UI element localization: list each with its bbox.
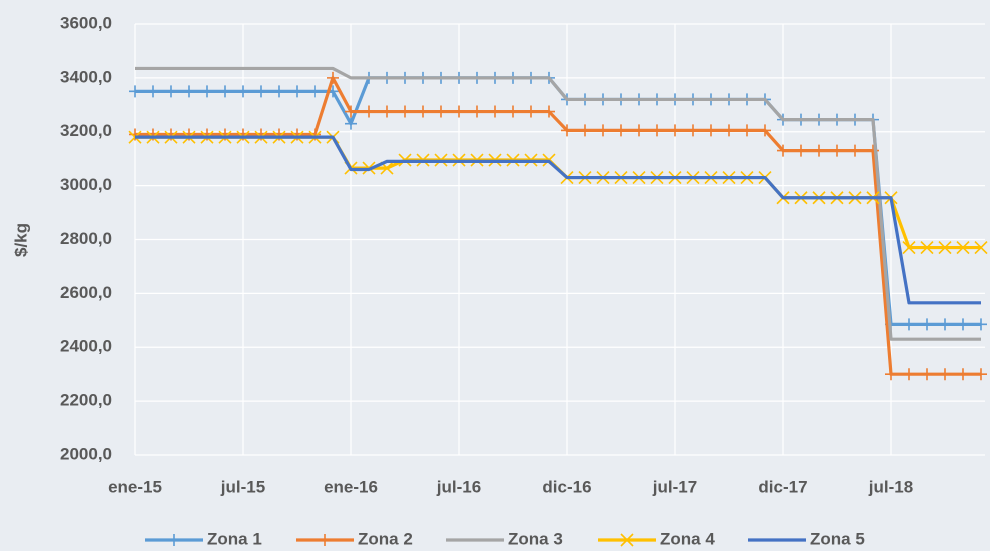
- marker: [885, 368, 897, 381]
- x-tick-label: ene-15: [108, 477, 162, 496]
- marker: [705, 124, 717, 137]
- marker: [813, 144, 825, 157]
- y-axis-label: $/kg: [11, 223, 30, 257]
- series-line: [135, 135, 981, 305]
- y-tick-label: 3000,0: [60, 175, 112, 194]
- marker: [453, 105, 465, 118]
- x-tick-label: dic-17: [758, 477, 807, 496]
- marker: [921, 368, 933, 381]
- marker: [849, 144, 861, 157]
- marker: [291, 85, 303, 98]
- marker: [579, 124, 591, 137]
- marker: [777, 144, 789, 157]
- marker: [957, 318, 969, 331]
- legend-label: Zona 2: [358, 529, 413, 548]
- marker: [903, 318, 915, 331]
- marker: [633, 124, 645, 137]
- x-tick-label: jul-16: [436, 477, 481, 496]
- marker: [615, 124, 627, 137]
- marker: [561, 124, 573, 137]
- marker: [741, 124, 753, 137]
- marker: [956, 241, 970, 255]
- legend-label: Zona 3: [508, 529, 563, 548]
- marker: [651, 124, 663, 137]
- marker: [974, 241, 988, 255]
- marker: [381, 105, 393, 118]
- marker: [669, 124, 681, 137]
- marker: [471, 105, 483, 118]
- marker: [237, 85, 249, 98]
- marker: [327, 71, 339, 84]
- marker: [363, 105, 375, 118]
- marker: [507, 105, 519, 118]
- marker: [525, 105, 537, 118]
- marker: [489, 105, 501, 118]
- legend-label: Zona 1: [207, 529, 262, 548]
- marker: [543, 105, 555, 118]
- marker: [921, 318, 933, 331]
- marker: [957, 368, 969, 381]
- marker: [939, 318, 951, 331]
- marker: [687, 124, 699, 137]
- marker: [165, 85, 177, 98]
- marker: [129, 85, 141, 98]
- marker: [920, 241, 934, 255]
- marker: [795, 144, 807, 157]
- y-tick-label: 2400,0: [60, 337, 112, 356]
- y-tick-label: 3400,0: [60, 67, 112, 86]
- y-tick-label: 2600,0: [60, 283, 112, 302]
- marker: [219, 85, 231, 98]
- marker: [399, 105, 411, 118]
- marker: [345, 105, 357, 118]
- legend-label: Zona 4: [660, 529, 715, 548]
- y-tick-label: 3600,0: [60, 13, 112, 32]
- marker: [975, 368, 987, 381]
- y-tick-label: 2200,0: [60, 391, 112, 410]
- marker: [435, 105, 447, 118]
- marker: [417, 105, 429, 118]
- marker: [975, 318, 987, 331]
- marker: [759, 124, 771, 137]
- marker: [723, 124, 735, 137]
- marker: [273, 85, 285, 98]
- marker: [255, 85, 267, 98]
- y-tick-label: 3200,0: [60, 121, 112, 140]
- marker: [938, 241, 952, 255]
- legend-label: Zona 5: [810, 529, 865, 548]
- marker: [345, 117, 357, 130]
- x-tick-label: jul-15: [220, 477, 265, 496]
- legend-marker: [620, 533, 634, 547]
- marker: [147, 85, 159, 98]
- marker: [309, 85, 321, 98]
- y-tick-label: 2000,0: [60, 444, 112, 463]
- x-tick-label: jul-17: [652, 477, 697, 496]
- marker: [201, 85, 213, 98]
- marker: [902, 241, 916, 255]
- x-tick-label: jul-18: [868, 477, 913, 496]
- legend-marker: [168, 534, 180, 546]
- marker: [597, 124, 609, 137]
- x-tick-label: dic-16: [542, 477, 591, 496]
- y-tick-label: 2800,0: [60, 229, 112, 248]
- marker: [939, 368, 951, 381]
- x-tick-label: ene-16: [324, 477, 378, 496]
- series-line: [135, 66, 981, 341]
- marker: [183, 85, 195, 98]
- marker: [903, 368, 915, 381]
- legend-marker: [319, 534, 331, 546]
- marker: [831, 144, 843, 157]
